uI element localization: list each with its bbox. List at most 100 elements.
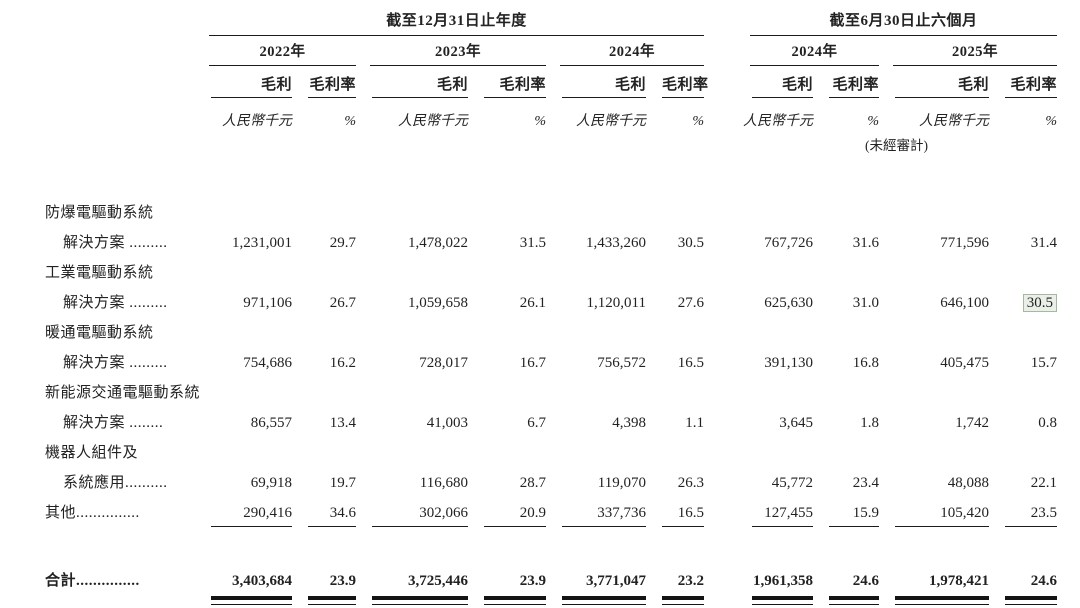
- double-total-rule: [372, 596, 468, 605]
- gross-profit-header: 毛利: [895, 73, 990, 98]
- cell-gross-profit: 405,475: [879, 344, 989, 374]
- rule-cell: [989, 524, 1058, 532]
- cell-gross-margin: 28.7: [468, 464, 546, 494]
- cell-gross-profit: 119,070: [546, 464, 646, 494]
- row-label: 解決方案 .........: [63, 235, 168, 251]
- value: 31.0: [852, 295, 880, 311]
- year-2024: 2024年: [560, 40, 705, 66]
- year-2022: 2022年: [209, 40, 356, 66]
- segment-value-row: 解決方案 ......... 1,231,001 29.7 1,478,022 31.5…: [45, 224, 1057, 254]
- value: 728,017: [419, 355, 468, 371]
- rule-cell: [546, 524, 646, 532]
- rule-cell: [356, 524, 468, 532]
- cell-gross-margin: 34.6: [292, 494, 356, 524]
- year-cell: 2024年: [546, 36, 705, 66]
- cell-gross-margin: 27.6: [646, 284, 704, 314]
- value: 28.7: [519, 475, 546, 491]
- cell-gross-profit: 127,455: [736, 494, 813, 524]
- value: 26.3: [677, 475, 705, 491]
- value: 3,645: [779, 415, 814, 431]
- section-gap: [704, 224, 736, 254]
- cell-gross-profit: 391,130: [736, 344, 813, 374]
- section-header-interim: 截至6月30日止六個月: [750, 9, 1058, 36]
- value: 23.4: [852, 475, 880, 491]
- label-column-spacer: [45, 524, 195, 532]
- cell-gross-margin: 1.8: [813, 404, 879, 434]
- row-label: 解決方案 .........: [63, 355, 168, 371]
- label-column-spacer: [45, 98, 195, 134]
- value: 31.6: [852, 235, 880, 251]
- cell-gross-profit: 86,557: [195, 404, 292, 434]
- value: 116,680: [419, 475, 468, 491]
- double-total-rule: [308, 596, 356, 605]
- cell-gross-margin: 23.2: [646, 558, 704, 592]
- value: 13.4: [329, 415, 356, 431]
- value: 3,771,047: [586, 573, 646, 589]
- interim-section-cell: 截至6月30日止六個月: [736, 6, 1058, 36]
- value: 1,433,260: [586, 235, 646, 251]
- gross-profit-header: 毛利: [752, 73, 814, 98]
- value: 302,066: [419, 505, 468, 521]
- label-column-spacer: [45, 6, 195, 36]
- cell-gross-margin: 30.5: [989, 284, 1058, 314]
- gross-margin-header: 毛利率: [484, 73, 546, 98]
- cell-gross-margin: 23.9: [468, 558, 546, 592]
- double-total-rule: [562, 596, 646, 605]
- cell-gross-margin: 16.5: [646, 494, 704, 524]
- cell-gross-profit: 1,059,658: [356, 284, 468, 314]
- value: 1,478,022: [408, 235, 468, 251]
- value: 767,726: [764, 235, 814, 251]
- unit-cell: 人民幣千元: [919, 114, 990, 129]
- value: 16.5: [677, 355, 705, 371]
- rule-cell: [736, 592, 814, 608]
- rule-cell: [989, 592, 1058, 608]
- gross-margin-header: 毛利率: [662, 73, 708, 98]
- col-header-cell: 毛利: [195, 66, 292, 98]
- value: 337,736: [597, 505, 646, 521]
- financial-statement-page: 截至12月31日止年度 截至6月30日止六個月 2022年 2023年 2024…: [45, 6, 1058, 605]
- value: 16.2: [329, 355, 356, 371]
- unit-cell: %: [867, 114, 880, 129]
- value: 27.6: [677, 295, 705, 311]
- unit-cell: %: [692, 114, 705, 129]
- rule-cell: [813, 592, 880, 608]
- pre-total-rule-row: [45, 524, 1058, 532]
- rule-cell: [879, 524, 990, 532]
- value: 23.9: [329, 573, 356, 589]
- value: 1,231,001: [232, 235, 292, 251]
- section-gap: [704, 98, 736, 134]
- value: 3,725,446: [408, 573, 468, 589]
- rule-cell: [646, 524, 705, 532]
- col-header-cell: 毛利率: [989, 66, 1058, 98]
- value: 127,455: [764, 505, 814, 521]
- value: 34.6: [329, 505, 356, 521]
- segment-label-row: 機器人組件及: [45, 434, 1057, 464]
- segment-label: 機器人組件及: [45, 445, 139, 461]
- cell-gross-profit: 1,433,260: [546, 224, 646, 254]
- cell-gross-profit: 728,017: [356, 344, 468, 374]
- cell-gross-margin: 26.3: [646, 464, 704, 494]
- rule-cell: [468, 592, 546, 608]
- label-column-spacer: [45, 134, 195, 158]
- segment-value-row: 系統應用.......... 69,918 19.7 116,680 28.7 119,0…: [45, 464, 1057, 494]
- cell-gross-profit: 1,961,358: [736, 558, 813, 592]
- cell-gross-profit: 971,106: [195, 284, 292, 314]
- double-total-rule: [211, 596, 292, 605]
- section-gap: [704, 284, 736, 314]
- cell-gross-margin: 31.4: [989, 224, 1057, 254]
- rule-cell: [879, 592, 990, 608]
- cell-gross-margin: 31.6: [813, 224, 879, 254]
- value: 26.7: [329, 295, 356, 311]
- cell-gross-margin: 23.4: [813, 464, 879, 494]
- unit-cell: %: [1045, 114, 1058, 129]
- section-gap: [704, 558, 736, 592]
- value: 3,403,684: [232, 573, 292, 589]
- cell-gross-margin: 15.7: [989, 344, 1057, 374]
- value: 119,070: [597, 475, 646, 491]
- col-header-cell: 毛利: [356, 66, 468, 98]
- rule-cell: [546, 592, 646, 608]
- value: 1.1: [685, 415, 705, 431]
- segment-label: 工業電驅動系統: [45, 265, 154, 281]
- double-total-rule: [484, 596, 546, 605]
- unit-cell: 人民幣千元: [222, 114, 292, 129]
